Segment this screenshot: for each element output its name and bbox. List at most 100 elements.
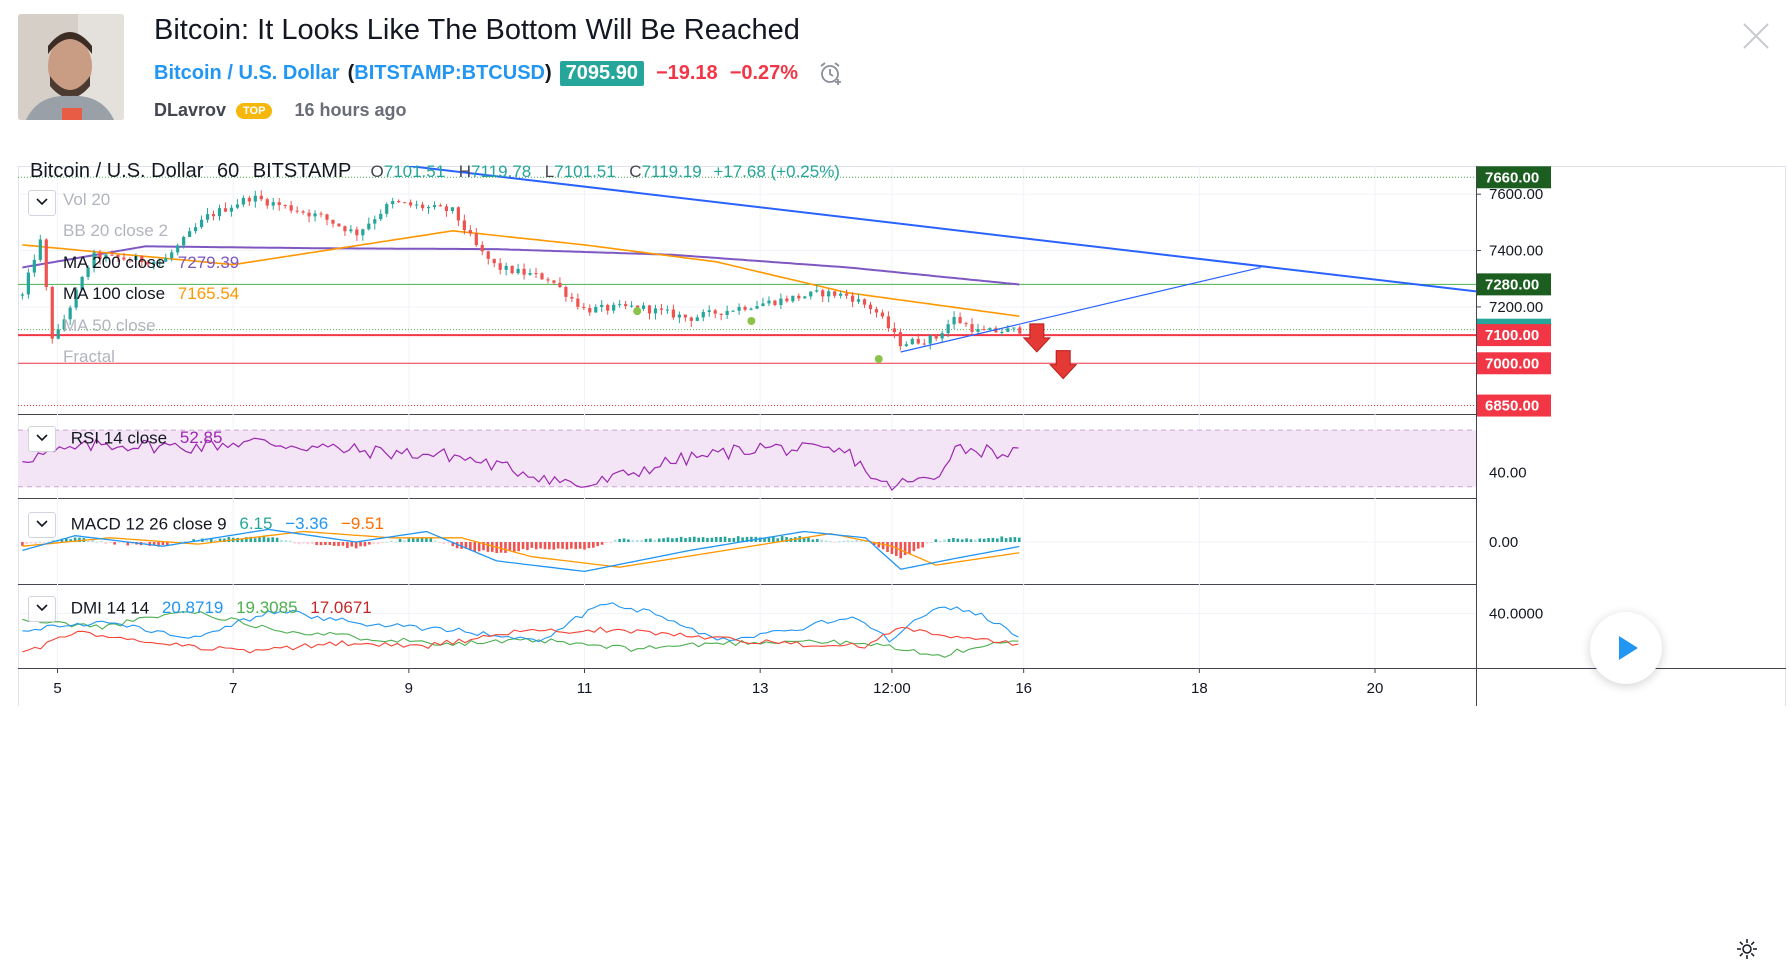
- dmi-minus-value: 19.3085: [236, 598, 298, 618]
- candle-body: [86, 267, 90, 277]
- macd-histogram-bar: [354, 542, 358, 549]
- dmi-label: DMI 14 14: [70, 598, 150, 618]
- macd-histogram-bar: [908, 542, 911, 555]
- macd-histogram-bar: [332, 542, 336, 546]
- candle-body: [426, 207, 431, 209]
- settings-icon[interactable]: [1736, 938, 1758, 960]
- symbol-code[interactable]: (BITSTAMP:BTCUSD): [348, 62, 552, 85]
- macd-histogram-bar: [851, 540, 854, 542]
- candle-body: [367, 223, 371, 230]
- legend-change: +17.68 (+0.25%): [713, 162, 840, 181]
- candle-body: [349, 229, 353, 232]
- macd-collapse-button[interactable]: [28, 512, 56, 538]
- macd-histogram-bar: [657, 538, 661, 542]
- candle-body: [205, 214, 210, 220]
- macd-histogram-bar: [346, 542, 349, 548]
- macd-histogram-bar: [934, 539, 938, 542]
- macd-histogram-bar: [741, 537, 744, 542]
- rsi-collapse-button[interactable]: [28, 426, 56, 452]
- candle-body: [761, 303, 765, 307]
- published-time: 16 hours ago: [294, 100, 407, 120]
- macd-histogram-bar: [965, 538, 968, 542]
- macd-histogram-bar: [455, 542, 459, 549]
- candle-body: [170, 252, 174, 259]
- candle-body: [797, 295, 801, 299]
- candle-body: [534, 273, 538, 275]
- candle-body: [677, 314, 681, 318]
- candle-body: [235, 204, 240, 208]
- candle-body: [725, 310, 729, 315]
- macd-histogram-bar: [996, 538, 999, 542]
- macd-histogram-bar: [714, 536, 718, 542]
- candle-body: [379, 213, 383, 220]
- idea-title: Bitcoin: It Looks Like The Bottom Will B…: [154, 14, 800, 46]
- macd-legend: MACD 12 26 close 9 6.15 −3.36 −9.51: [28, 512, 384, 538]
- macd-histogram-bar: [635, 540, 639, 542]
- dmi-collapse-button[interactable]: [28, 596, 56, 622]
- candle-body: [940, 333, 944, 339]
- close-button[interactable]: [1738, 18, 1774, 54]
- candle-body: [343, 226, 347, 232]
- macd-histogram-bar: [767, 537, 771, 542]
- collapse-legend-button[interactable]: [28, 190, 56, 216]
- macd-histogram-bar: [758, 537, 762, 542]
- candle-body: [659, 308, 664, 310]
- candle-body: [946, 324, 950, 334]
- main-legend: Bitcoin / U.S. Dollar 60 BITSTAMP O7101.…: [30, 160, 840, 183]
- candle-body: [576, 298, 580, 307]
- macd-histogram-bar: [25, 542, 29, 545]
- candle-body: [337, 223, 341, 227]
- macd-histogram-bar: [548, 542, 551, 550]
- price-tag-label: 7280.00: [1485, 276, 1539, 293]
- macd-histogram-bar: [460, 542, 463, 549]
- macd-histogram-bar: [776, 538, 780, 542]
- candle-body: [624, 304, 628, 307]
- candle-body: [964, 323, 968, 325]
- candle-body: [815, 290, 819, 292]
- macd-histogram-bar: [218, 538, 222, 542]
- macd-histogram-bar: [416, 537, 419, 542]
- indicator-legend-toggle[interactable]: [28, 190, 66, 216]
- chart-widget[interactable]: 7600.007400.007200.007100.007000.007660.…: [18, 160, 1786, 959]
- candle-body: [98, 252, 102, 259]
- ma100-value: 7165.54: [177, 284, 240, 303]
- macd-histogram-bar: [991, 537, 995, 542]
- macd-histogram-bar: [117, 542, 121, 543]
- time-axis-label: 7: [229, 680, 237, 697]
- candle-body: [80, 276, 84, 290]
- play-button[interactable]: [1590, 612, 1662, 684]
- macd-histogram-bar: [697, 537, 700, 542]
- macd-label: MACD 12 26 close 9: [70, 514, 227, 534]
- author-name[interactable]: DLavrov: [154, 100, 227, 120]
- candle-body: [737, 306, 741, 311]
- macd-histogram-bar: [671, 538, 674, 542]
- candle-body: [450, 207, 455, 211]
- chart-canvas[interactable]: 7600.007400.007200.007100.007000.007660.…: [18, 166, 1786, 706]
- candle-body: [44, 239, 48, 288]
- macd-histogram-bar: [855, 540, 859, 542]
- candle-body: [516, 268, 520, 274]
- macd-histogram-bar: [319, 542, 323, 546]
- macd-histogram-bar: [368, 542, 371, 545]
- macd-histogram-bar: [723, 536, 727, 542]
- alarm-clock-plus-icon[interactable]: [818, 60, 844, 86]
- symbol-code-close: ): [544, 61, 552, 84]
- candle-body: [582, 306, 586, 309]
- time-axis-label: 9: [405, 680, 413, 697]
- candle-body: [241, 197, 245, 205]
- macd-histogram-bar: [877, 542, 881, 548]
- candle-body: [385, 204, 389, 214]
- symbol-name-link[interactable]: Bitcoin / U.S. Dollar: [154, 61, 340, 84]
- macd-histogram-bar: [570, 542, 573, 549]
- candle-body: [277, 202, 281, 206]
- macd-histogram-bar: [389, 540, 393, 542]
- avatar[interactable]: [18, 14, 124, 120]
- candle-body: [247, 197, 251, 202]
- candle-body: [791, 295, 795, 302]
- macd-histogram-bar: [166, 542, 169, 546]
- legend-exchange: BITSTAMP: [252, 160, 351, 182]
- candle-body: [898, 332, 902, 347]
- candle-body: [146, 262, 150, 265]
- price-tag-label: 7000.00: [1485, 355, 1539, 372]
- macd-histogram-bar: [631, 540, 635, 542]
